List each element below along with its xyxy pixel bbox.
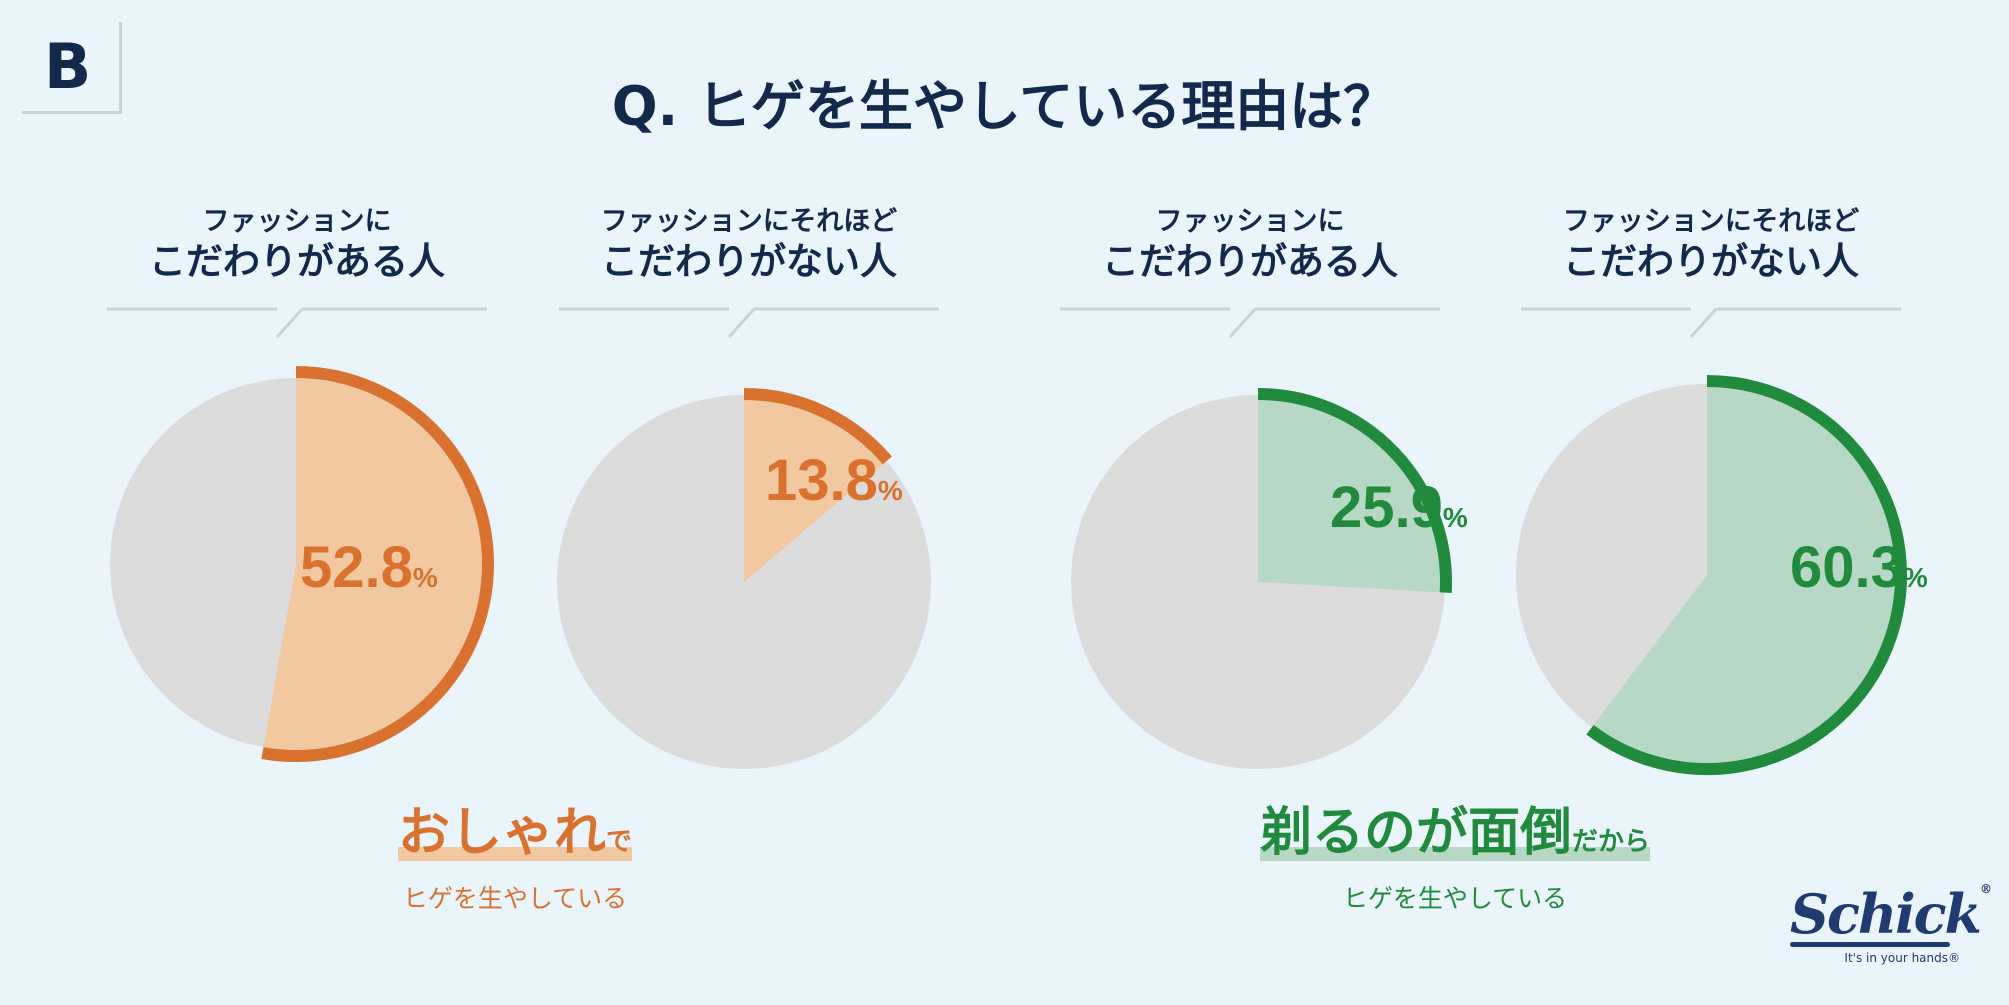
caption-sub-text: ヒゲを生やしている xyxy=(402,884,628,913)
caption-sub-text: ヒゲを生やしている xyxy=(1342,884,1568,913)
caption-main: おしゃれで xyxy=(397,790,633,865)
caption-fashion: おしゃれで ヒゲを生やしている xyxy=(330,790,700,915)
caption-main: 剃るのが面倒だから xyxy=(1259,790,1651,865)
pie-slice xyxy=(263,377,483,751)
group-label-line2: こだわりがある人 xyxy=(149,240,445,283)
caption-highlight xyxy=(1259,847,1651,861)
pie-slice xyxy=(1591,384,1899,766)
pie-slice xyxy=(744,395,887,582)
label-pointer xyxy=(275,308,304,338)
label-pointer xyxy=(1228,308,1257,338)
group-label-line1: ファッションにそれほど xyxy=(600,206,898,237)
group-label-line2: こだわりがない人 xyxy=(601,240,897,283)
pie-arc xyxy=(743,388,892,465)
caption-big-text: 剃るのが面倒 xyxy=(1259,803,1572,863)
pie-value-label: 52.8% xyxy=(300,535,438,600)
group-label-line2: こだわりがある人 xyxy=(1102,240,1398,283)
pie-arc xyxy=(1586,375,1907,775)
group-label-2: ファッションにそれほど こだわりがない人 xyxy=(559,205,939,285)
pie-value-label: 60.3% xyxy=(1790,535,1928,600)
pie-value-label: 25.9% xyxy=(1330,475,1468,540)
pie-arc xyxy=(261,366,494,762)
logo-swoosh xyxy=(1790,942,1950,947)
caption-small-text: だから xyxy=(1572,827,1651,857)
group-label-line1: ファッションに xyxy=(202,206,392,237)
caption-highlight xyxy=(397,847,633,861)
schick-logo: Schick® It's in your hands® xyxy=(1790,882,1992,965)
group-label-line1: ファッションに xyxy=(1155,206,1345,237)
section-letter: B xyxy=(44,30,92,103)
label-pointer xyxy=(727,308,756,338)
logo-wordmark: Schick® xyxy=(1790,882,1992,946)
group-label-1: ファッションに こだわりがある人 xyxy=(107,205,487,285)
caption-big-text: おしゃれ xyxy=(397,803,606,863)
page-title: Q. ヒゲを生やしている理由は？ xyxy=(611,75,1398,138)
label-pointer xyxy=(1689,308,1718,338)
group-label-line1: ファッションにそれほど xyxy=(1562,206,1860,237)
group-label-4: ファッションにそれほど こだわりがない人 xyxy=(1521,205,1901,285)
section-badge: B xyxy=(22,22,122,114)
caption-small-text: で xyxy=(606,827,633,857)
caption-lazy: 剃るのが面倒だから ヒゲを生やしている xyxy=(1190,790,1720,915)
pie-slice xyxy=(1258,395,1445,593)
pie-arc xyxy=(1257,388,1452,593)
group-label-3: ファッションに こだわりがある人 xyxy=(1060,205,1440,285)
group-label-line2: こだわりがない人 xyxy=(1563,240,1859,283)
pie-value-label: 13.8% xyxy=(765,448,903,513)
logo-tagline: It's in your hands® xyxy=(1844,951,1960,965)
